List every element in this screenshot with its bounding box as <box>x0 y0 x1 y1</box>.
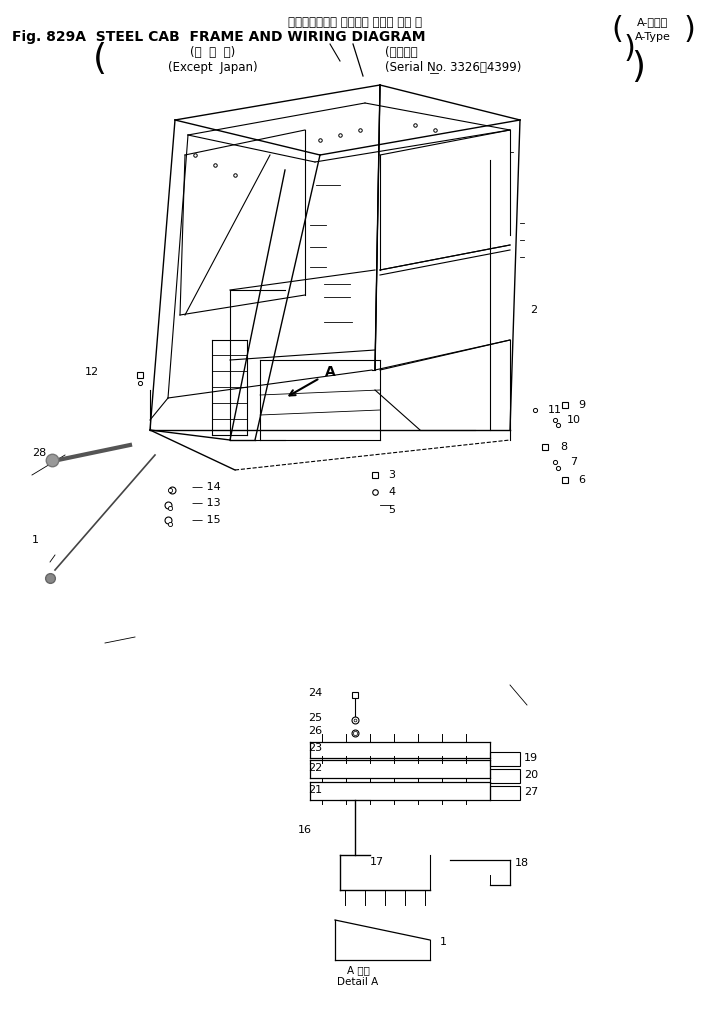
Text: ): ) <box>631 50 645 84</box>
Text: スチールキャブ フレーム および 配線 図: スチールキャブ フレーム および 配線 図 <box>288 15 422 28</box>
Bar <box>490 786 520 800</box>
Text: A-Type: A-Type <box>635 32 671 42</box>
Text: A 詳細: A 詳細 <box>347 965 370 975</box>
Text: 28: 28 <box>32 448 46 458</box>
Bar <box>490 752 520 766</box>
Text: 10: 10 <box>567 415 581 425</box>
Text: 4: 4 <box>388 487 395 497</box>
Text: ): ) <box>684 15 696 44</box>
Text: 18: 18 <box>515 858 529 868</box>
Text: 16: 16 <box>298 825 312 835</box>
Text: 20: 20 <box>524 770 538 780</box>
Text: 5: 5 <box>388 505 395 515</box>
Text: — 13: — 13 <box>192 498 221 508</box>
Text: 8: 8 <box>560 442 567 452</box>
Text: A: A <box>325 365 336 379</box>
Text: — 14: — 14 <box>192 482 221 492</box>
Text: 27: 27 <box>524 787 538 797</box>
Text: 23: 23 <box>308 743 322 753</box>
Text: 2: 2 <box>530 304 537 315</box>
Text: ): ) <box>624 33 636 63</box>
Bar <box>490 769 520 783</box>
Text: 1: 1 <box>440 937 447 947</box>
Text: 3: 3 <box>388 470 395 480</box>
Text: 9: 9 <box>578 400 585 410</box>
Text: 7: 7 <box>570 457 577 467</box>
Text: 6: 6 <box>578 475 585 485</box>
Text: (海  外  向): (海 外 向) <box>190 46 236 59</box>
Text: A-タイプ: A-タイプ <box>637 17 669 27</box>
Text: 12: 12 <box>85 367 99 377</box>
Text: 26: 26 <box>308 726 322 736</box>
Text: (Serial No. 3326～4399): (Serial No. 3326～4399) <box>385 61 521 73</box>
Text: 17: 17 <box>370 857 384 867</box>
Text: (: ( <box>93 42 107 76</box>
Text: (適用号機: (適用号機 <box>385 46 418 59</box>
Text: 22: 22 <box>308 763 323 773</box>
Text: Detail A: Detail A <box>337 977 379 987</box>
Text: 11: 11 <box>548 405 562 415</box>
Text: — 15: — 15 <box>192 515 221 525</box>
Text: 25: 25 <box>308 713 322 723</box>
Text: (Except  Japan): (Except Japan) <box>168 61 258 73</box>
Text: 24: 24 <box>308 688 323 698</box>
Text: 19: 19 <box>524 753 538 763</box>
Text: (: ( <box>611 15 623 44</box>
Text: Fig. 829A  STEEL CAB  FRAME AND WIRING DIAGRAM: Fig. 829A STEEL CAB FRAME AND WIRING DIA… <box>12 30 426 44</box>
Text: 21: 21 <box>308 785 322 795</box>
Text: 1: 1 <box>32 535 39 545</box>
